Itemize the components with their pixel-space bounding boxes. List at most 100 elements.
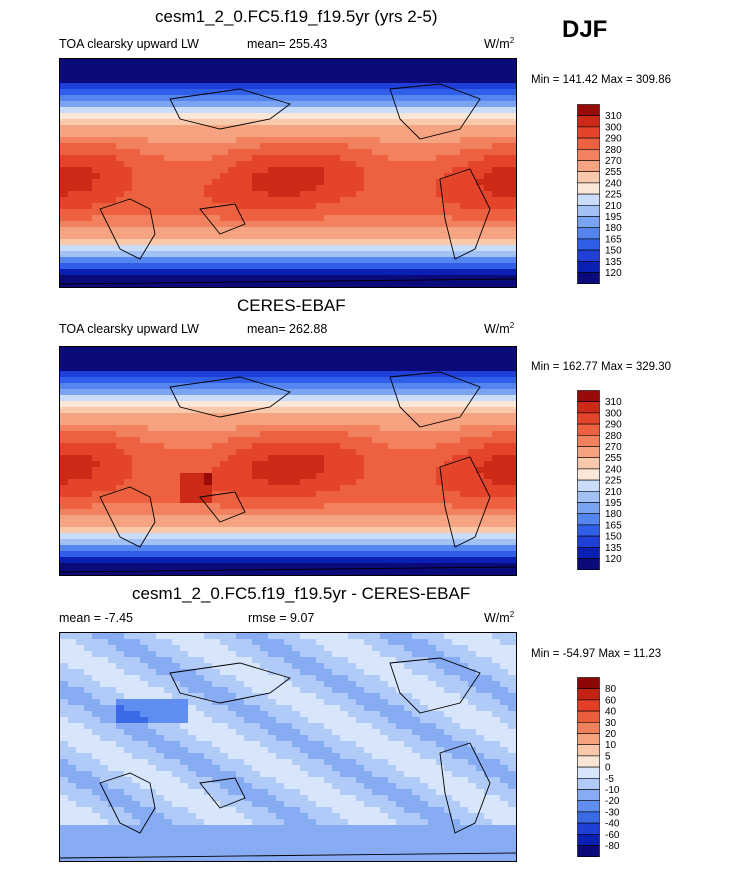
colorbar-tick-label: 20 <box>605 729 617 740</box>
colorbar-tick-label: 80 <box>605 684 617 695</box>
colorbar-swatch <box>577 721 600 734</box>
colorbar-swatch <box>577 115 600 128</box>
colorbar-swatch <box>577 182 600 195</box>
panel-1-units: W/m2 <box>484 36 515 52</box>
colorbar-tick-label: 180 <box>605 509 622 520</box>
panel-1-title: cesm1_2_0.FC5.f19_f19.5yr (yrs 2-5) <box>155 7 438 26</box>
colorbar-swatch <box>577 390 600 402</box>
panel-3-minmax: Min = -54.97 Max = 11.23 <box>531 648 662 660</box>
colorbar-swatch <box>577 699 600 712</box>
coastline <box>439 168 491 260</box>
colorbar-swatch <box>577 558 600 570</box>
colorbar-tick-label: 5 <box>605 751 611 762</box>
coastline <box>199 491 246 523</box>
panel-1-map <box>59 58 517 288</box>
colorbar-tick-label: 120 <box>605 268 622 279</box>
colorbar-tick-label: -5 <box>605 774 614 785</box>
colorbar-swatch <box>577 755 600 768</box>
colorbar-tick-label: 150 <box>605 246 622 257</box>
colorbar-swatch <box>577 733 600 745</box>
panel-2-map <box>59 346 517 576</box>
panel-3-title: cesm1_2_0.FC5.f19_f19.5yr - CERES-EBAF <box>132 584 471 603</box>
panel-1-minmax: Min = 141.42 Max = 309.86 <box>531 74 672 86</box>
colorbar-tick-label: 270 <box>605 442 622 453</box>
colorbar-swatch <box>577 535 600 548</box>
panel-3-mean: mean = -7.45 <box>59 611 134 625</box>
colorbar-swatch <box>577 513 600 526</box>
panel-1-mean: mean= 255.43 <box>247 37 328 51</box>
colorbar-swatch <box>577 479 600 492</box>
coastline <box>169 376 291 418</box>
colorbar-swatch <box>577 468 600 481</box>
colorbar-tick-label: 270 <box>605 156 622 167</box>
colorbar-tick-label: 225 <box>605 190 622 201</box>
colorbar-swatch <box>577 744 600 757</box>
colorbar-tick-label: 0 <box>605 763 611 774</box>
colorbar-swatch <box>577 272 600 284</box>
panel-3-map <box>59 632 517 862</box>
panel-3-rmse: rmse = 9.07 <box>248 611 315 625</box>
colorbar-swatch <box>577 401 600 414</box>
colorbar-tick-label: 240 <box>605 178 622 189</box>
colorbar-tick-label: 310 <box>605 111 622 122</box>
coastline <box>169 662 291 704</box>
colorbar-tick-label: 290 <box>605 134 622 145</box>
coastline <box>389 657 481 714</box>
colorbar-tick-label: 150 <box>605 532 622 543</box>
colorbar-swatch <box>577 688 600 701</box>
colorbar-swatch <box>577 502 600 514</box>
colorbar-tick-label: 280 <box>605 145 622 156</box>
colorbar-tick-label: 225 <box>605 476 622 487</box>
colorbar-swatch <box>577 137 600 150</box>
colorbar-swatch <box>577 227 600 240</box>
colorbar-swatch <box>577 148 600 161</box>
colorbar-tick-label: 240 <box>605 464 622 475</box>
colorbar-tick-label: 195 <box>605 212 622 223</box>
coastline <box>169 88 291 130</box>
panel-2-units: W/m2 <box>484 321 515 337</box>
colorbar-tick-label: -10 <box>605 785 620 796</box>
colorbar-tick-label: 210 <box>605 201 622 212</box>
panel-2-minmax: Min = 162.77 Max = 329.30 <box>531 361 672 373</box>
colorbar-swatch <box>577 789 600 801</box>
panel-3-colorbar: 80 60 40 30 20 10 5 0 -5 -10 -20 -30 -40 -60 -80 <box>577 677 657 864</box>
colorbar-tick-label: 135 <box>605 257 622 268</box>
colorbar-swatch <box>577 834 600 846</box>
coastline <box>99 198 156 260</box>
coastline <box>439 742 491 834</box>
colorbar-tick-label: 120 <box>605 554 622 565</box>
colorbar-swatch <box>577 238 600 251</box>
colorbar-swatch <box>577 800 600 813</box>
colorbar-tick-label: 290 <box>605 420 622 431</box>
colorbar-tick-label: 255 <box>605 453 622 464</box>
panel-1-variable: TOA clearsky upward LW <box>59 37 199 51</box>
coastline <box>389 371 481 428</box>
coastline <box>99 772 156 834</box>
colorbar-swatch <box>577 845 600 857</box>
colorbar-swatch <box>577 822 600 835</box>
coastline <box>199 203 246 235</box>
colorbar-swatch <box>577 677 600 689</box>
colorbar-swatch <box>577 205 600 217</box>
colorbar-swatch <box>577 547 600 559</box>
colorbar-swatch <box>577 423 600 436</box>
colorbar-swatch <box>577 216 600 228</box>
colorbar-swatch <box>577 261 600 273</box>
colorbar-tick-label: -80 <box>605 841 620 852</box>
colorbar-swatch <box>577 193 600 206</box>
colorbar-tick-label: 165 <box>605 520 622 531</box>
colorbar-tick-label: 255 <box>605 167 622 178</box>
panel-2-map-field <box>60 347 516 575</box>
colorbar-tick-label: -40 <box>605 819 620 830</box>
panel-2-colorbar: 310 300 290 280 270 255 240 225 210 195 180 165 150 1… <box>577 390 657 577</box>
colorbar-tick-label: 280 <box>605 431 622 442</box>
panel-3-units: W/m2 <box>484 610 515 626</box>
coastline <box>439 456 491 548</box>
coastline <box>389 83 481 140</box>
colorbar-tick-label: 195 <box>605 498 622 509</box>
colorbar-swatch <box>577 104 600 116</box>
coastline <box>60 852 516 859</box>
colorbar-swatch <box>577 778 600 790</box>
panel-1-map-field <box>60 59 516 287</box>
colorbar-tick-label: 135 <box>605 543 622 554</box>
